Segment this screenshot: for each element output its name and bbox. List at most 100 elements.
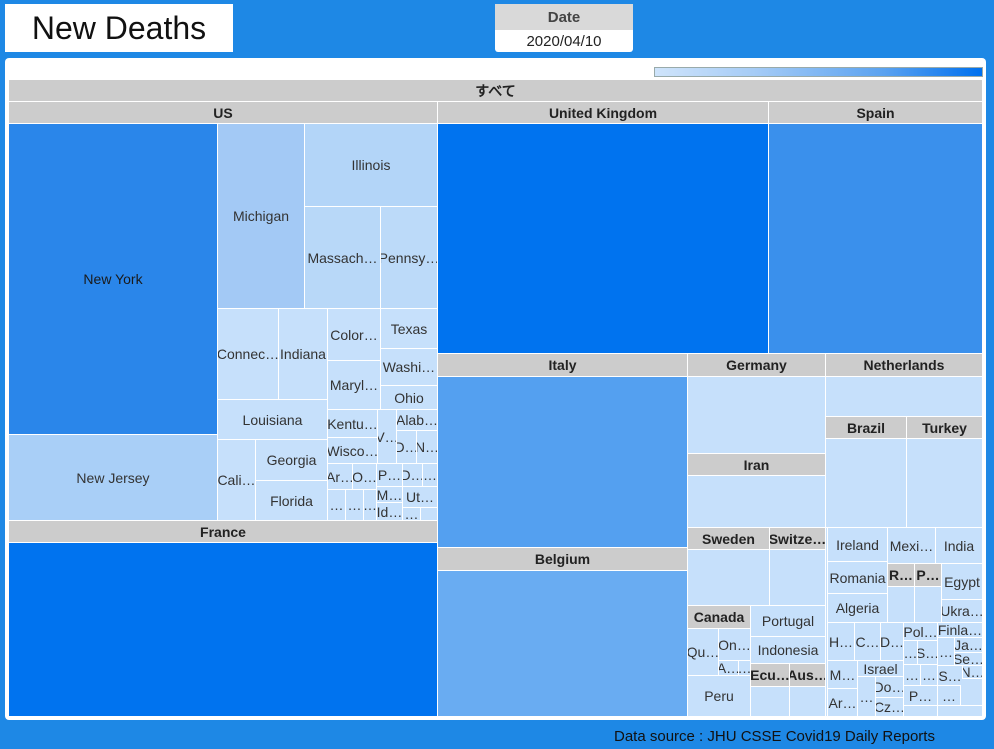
treemap-tile-md[interactable]: Maryl… [328,361,381,410]
treemap-tile-ms[interactable]: M… [377,487,403,503]
treemap-tile[interactable] [751,687,790,717]
treemap-tile[interactable] [9,543,438,717]
treemap-tile-se[interactable]: Se… [955,653,983,666]
treemap-tile-mo[interactable]: M… [828,661,858,689]
treemap-tile-oh[interactable]: Ohio [381,386,438,410]
treemap-tile[interactable] [790,687,826,717]
treemap-tile-romania[interactable]: Romania [828,562,888,594]
treemap-tile-e5[interactable]: … [403,508,421,521]
treemap-tile-ar[interactable]: Ar… [328,464,353,490]
treemap-tile-mi[interactable]: Michigan [218,124,305,309]
treemap-tile-e12[interactable]: … [938,686,961,706]
treemap-tile-ch[interactable]: C… [855,623,881,661]
treemap-tile[interactable] [688,476,826,528]
treemap-tile-e4[interactable]: … [364,490,377,521]
treemap-tile-egypt[interactable]: Egypt [942,564,983,600]
date-filter[interactable]: Date 2020/04/10 [495,4,633,52]
treemap-tile-va[interactable]: V… [378,410,397,464]
treemap-tile-e3[interactable]: … [346,490,364,521]
treemap-tile-ky[interactable]: Kentu… [328,410,378,438]
treemap-group-header-sweden[interactable]: Sweden [688,528,770,550]
treemap-group-header-canada[interactable]: Canada [688,606,751,629]
treemap-tile-s1[interactable]: S… [918,641,938,665]
treemap-tile[interactable] [915,587,942,623]
treemap-tile-india[interactable]: India [936,528,983,564]
treemap-group-header-belgium[interactable]: Belgium [438,548,688,571]
treemap-group-header-switz[interactable]: Switze… [770,528,826,550]
treemap-tile[interactable] [769,124,983,354]
treemap-tile-portugal[interactable]: Portugal [751,606,826,637]
treemap-tile[interactable] [826,439,907,528]
treemap-group-header-iran[interactable]: Iran [688,454,826,476]
treemap-tile[interactable] [826,528,828,717]
treemap-tile[interactable] [826,377,983,417]
treemap-tile-al[interactable]: Alab… [397,410,438,431]
treemap-tile-ga[interactable]: Georgia [256,440,328,481]
treemap-tile-e2[interactable]: … [328,490,346,521]
treemap-tile[interactable] [904,706,938,717]
treemap-tile-e9[interactable]: … [938,638,955,666]
treemap-tile-dk[interactable]: D… [881,623,904,661]
date-filter-value[interactable]: 2020/04/10 [526,32,602,50]
treemap-tile-wa[interactable]: Washi… [381,349,438,386]
treemap-tile[interactable] [438,571,688,717]
treemap-tile-arg[interactable]: Ar… [828,689,858,717]
treemap-tile-mexico[interactable]: Mexi… [888,528,936,564]
treemap-tile-pp[interactable]: P… [904,686,938,706]
treemap-tile-il[interactable]: Illinois [305,124,438,207]
treemap-group-header-france[interactable]: France [9,521,438,543]
treemap-tile-e7[interactable]: … [858,677,876,717]
treemap-tile-pr[interactable]: P… [377,464,403,487]
treemap-tile-pol[interactable]: Pol… [904,623,938,641]
treemap-tile-ny[interactable]: New York [9,124,218,435]
treemap-tile-qu[interactable]: Qu… [688,629,719,676]
treemap-group-header-brazil[interactable]: Brazil [826,417,907,439]
treemap-tile-on[interactable]: On… [719,629,751,661]
treemap-tile-peru[interactable]: Peru [688,676,751,717]
treemap-tile-israel[interactable]: Israel [858,661,904,677]
treemap-group-header-ph[interactable]: P… [915,564,942,587]
treemap-tile-e11[interactable]: … [921,665,938,686]
treemap-tile-e10[interactable]: … [904,665,921,686]
treemap-group-header-ecu[interactable]: Ecu… [751,664,790,687]
treemap-tile-algeria[interactable]: Algeria [828,594,888,623]
treemap-tile-s2[interactable]: S… [938,666,963,686]
treemap-group-header-us[interactable]: US [9,102,438,124]
treemap-tile[interactable] [961,679,983,706]
treemap-tile-dc[interactable]: D… [397,431,417,464]
treemap-group-header-root[interactable]: すべて [9,80,983,102]
treemap-tile-fin[interactable]: Finla… [938,623,983,638]
treemap-tile-ukraine[interactable]: Ukra… [942,600,983,623]
treemap-tile-nv[interactable]: N… [417,431,438,464]
treemap-tile-in[interactable]: Indiana [279,309,328,400]
treemap-tile[interactable] [421,508,438,521]
treemap-tile-ma[interactable]: Massach… [305,207,381,309]
treemap-tile[interactable] [938,706,983,717]
treemap-tile-ok[interactable]: O… [353,464,377,490]
treemap-tile-de[interactable]: D… [403,464,423,487]
treemap-tile-cz[interactable]: Cz… [876,698,904,717]
treemap-tile-ireland[interactable]: Ireland [828,528,888,562]
treemap-tile-ja[interactable]: Ja… [955,638,983,653]
treemap-tile[interactable] [688,377,826,454]
treemap-tile-hu[interactable]: H… [828,623,855,661]
treemap-group-header-germany[interactable]: Germany [688,354,826,377]
treemap-tile[interactable] [907,439,983,528]
treemap-tile-e8[interactable]: … [904,641,918,665]
treemap-tile-fl[interactable]: Florida [256,481,328,521]
treemap-tile-e6[interactable]: … [739,661,751,676]
treemap-tile-id[interactable]: Id… [377,503,403,521]
treemap-group-header-turkey[interactable]: Turkey [907,417,983,439]
treemap-tile-tx[interactable]: Texas [381,309,438,349]
treemap-tile[interactable] [438,124,769,354]
treemap-tile-co[interactable]: Color… [328,309,381,361]
treemap-group-header-italy[interactable]: Italy [438,354,688,377]
treemap-tile[interactable] [888,587,915,623]
treemap-tile[interactable] [688,550,770,606]
treemap-tile-do[interactable]: Do… [876,677,904,698]
treemap-tile-indonesia[interactable]: Indonesia [751,637,826,664]
treemap-tile-ut[interactable]: Ut… [403,487,438,508]
treemap-group-header-aus[interactable]: Aus… [790,664,826,687]
treemap-tile-wi[interactable]: Wisco… [328,438,378,464]
treemap-tile-e1[interactable]: … [423,464,438,487]
